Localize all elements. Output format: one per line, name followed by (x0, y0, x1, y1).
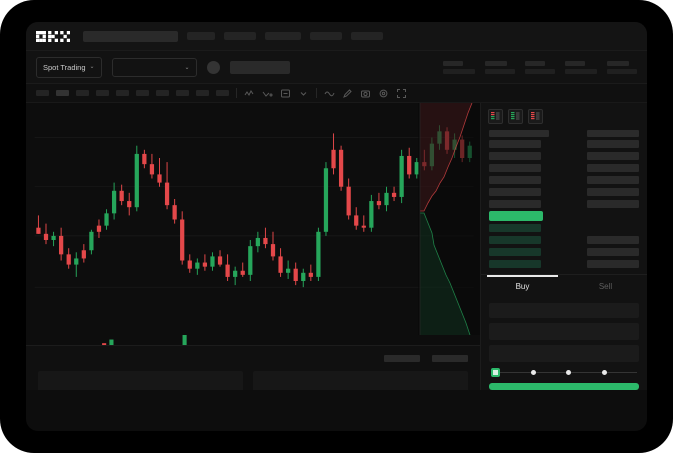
orderbook-rows (481, 140, 647, 268)
tab-sell[interactable]: Sell (598, 282, 613, 291)
timeframe-1w[interactable] (156, 90, 169, 96)
orderbook-col-amount (587, 130, 639, 137)
orders-tab-strip (26, 346, 480, 362)
gear-icon[interactable] (378, 88, 389, 99)
toolbar-divider (316, 88, 317, 98)
slider-track (494, 372, 637, 373)
stat-low-24h (565, 60, 597, 74)
timeframe-15m[interactable] (76, 90, 89, 96)
slider-stop-25[interactable] (530, 370, 536, 375)
orderbook-ask-row[interactable] (489, 152, 639, 160)
bottom-card-balances[interactable] (253, 371, 468, 390)
stat-last-price (443, 60, 475, 74)
orderbook-mode-asks[interactable] (528, 109, 543, 124)
orderbook-bid-row[interactable] (489, 248, 639, 256)
tab-buy[interactable]: Buy (481, 275, 564, 297)
orderbook-bid-row[interactable] (489, 224, 639, 232)
amount-percent-slider[interactable] (491, 368, 637, 377)
nav-item-4[interactable] (310, 32, 342, 40)
orderbook-ask-row[interactable] (489, 140, 639, 148)
slider-handle[interactable] (491, 368, 500, 377)
order-amount-field[interactable] (489, 323, 639, 340)
orderbook-ask-row[interactable] (489, 188, 639, 196)
orderbook-mode-toggle-group (481, 103, 647, 128)
trading-mode-selector[interactable]: Spot Trading ⌄ (36, 56, 102, 78)
toolbar-divider (236, 88, 237, 98)
indicator-icon[interactable] (262, 88, 273, 99)
orderbook-mode-both[interactable] (488, 109, 503, 124)
bottom-action-2[interactable] (432, 355, 468, 362)
orderbook-column-headers (481, 128, 647, 140)
orderbook-ask-row[interactable] (489, 176, 639, 184)
orderbook-bid-row[interactable] (489, 260, 639, 268)
stat-high-24h (525, 60, 555, 74)
stat-change-24h (485, 60, 515, 74)
chevron-down-icon[interactable] (298, 88, 309, 99)
app-screen: Spot Trading ⌄ ⌄ (26, 22, 647, 431)
timeframe-4h[interactable] (116, 90, 129, 96)
search-input[interactable] (83, 30, 178, 42)
slider-stop-75[interactable] (601, 370, 607, 375)
nav-item-1[interactable] (187, 32, 215, 40)
orderbook-col-price (489, 130, 549, 137)
timeframe-5m[interactable] (56, 90, 69, 96)
pair-name-label (229, 60, 290, 74)
orderbook-trade-panel: Buy Sell (480, 103, 647, 390)
orderbook-bid-row[interactable] (489, 236, 639, 244)
orderbook-mode-bids[interactable] (508, 109, 523, 124)
okx-logo[interactable] (36, 30, 70, 42)
order-form (481, 297, 647, 362)
main-content-area: Buy Sell (26, 103, 647, 390)
pencil-icon[interactable] (342, 88, 353, 99)
orderbook-ask-row[interactable] (489, 200, 639, 208)
chart-column (26, 103, 480, 390)
settings-text-icon[interactable] (280, 88, 291, 99)
orderbook-spread-row[interactable] (489, 211, 639, 221)
pair-coin-avatar (206, 60, 220, 74)
slider-stop-50[interactable] (566, 370, 571, 375)
fullscreen-icon[interactable] (396, 88, 407, 99)
camera-icon[interactable] (360, 88, 371, 99)
order-total-field[interactable] (489, 345, 639, 362)
pair-select[interactable]: ⌄ (111, 57, 197, 77)
buy-sell-tab-strip: Buy Sell (481, 274, 647, 297)
wave-icon[interactable] (324, 88, 335, 99)
nav-item-5[interactable] (351, 32, 383, 40)
line-chart-icon[interactable] (244, 88, 255, 99)
top-navigation-bar (26, 22, 647, 51)
orders-cards (26, 362, 480, 390)
candlestick-chart[interactable] (26, 103, 480, 328)
trading-mode-label: Spot Trading (43, 62, 86, 72)
market-sub-bar: Spot Trading ⌄ ⌄ (26, 51, 647, 84)
orderbook-depth-chart (418, 103, 480, 335)
bottom-action-1[interactable] (384, 355, 420, 362)
chart-toolbar (26, 84, 647, 103)
place-buy-order-button[interactable] (489, 383, 639, 390)
orderbook-ask-row[interactable] (489, 164, 639, 172)
chevron-down-icon: ⌄ (184, 64, 190, 71)
nav-item-3[interactable] (265, 32, 301, 40)
timeframe-1mo[interactable] (176, 90, 189, 96)
timeframe-custom[interactable] (216, 90, 229, 96)
timeframe-1d[interactable] (136, 90, 149, 96)
bottom-card-positions[interactable] (38, 371, 243, 390)
order-price-field[interactable] (489, 303, 639, 318)
timeframe-1m[interactable] (36, 90, 49, 96)
timeframe-1h[interactable] (96, 90, 109, 96)
nav-item-2[interactable] (224, 32, 256, 40)
stat-volume-24h (607, 60, 637, 74)
timeframe-more[interactable] (196, 90, 209, 96)
chevron-down-icon: ⌄ (89, 64, 95, 70)
orders-panel (26, 345, 480, 390)
